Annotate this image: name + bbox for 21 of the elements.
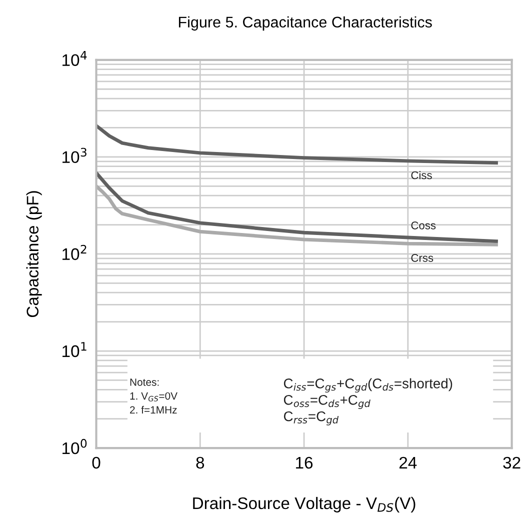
- x-axis-title: Drain-Source Voltage - V$_{DS}$(V): [193, 496, 416, 512]
- x-tick-label: 0: [92, 456, 100, 469]
- chart-title: Figure 5. Capacitance Characteristics: [178, 16, 432, 31]
- x-tick-label: 24: [399, 456, 417, 468]
- y-tick-label: 10$^{4}$: [62, 50, 87, 66]
- y-axis-title: Capacitance (pF): [26, 191, 42, 318]
- y-tick-label: 10$^{3}$: [62, 148, 86, 164]
- line-series: [96, 124, 498, 165]
- y-tick-label: 10$^{2}$: [62, 244, 86, 260]
- series-label: Ciss: [411, 171, 432, 180]
- x-tick-label: 32: [503, 456, 520, 469]
- annotation: Notes: 1. V$_{GS}$=0V 2. f=1MHz: [130, 378, 178, 414]
- text: C$_{iss}$=C$_{gs}$+C$_{gd}$(C$_{ds}$=shorted) C$_{oss}$=C$_{ds}$+C$_{gd}$ C$_{rss}$=C$_{gd}$: [284, 378, 452, 426]
- x-tick-label: 16: [296, 456, 313, 469]
- series-label: Coss: [411, 221, 436, 230]
- series-label: Crss: [411, 254, 434, 262]
- y-tick-label: 10$^{1}$: [62, 342, 86, 358]
- x-tick-label: 8: [196, 456, 204, 469]
- line-series: [96, 184, 498, 246]
- line-series: [96, 171, 498, 244]
- y-tick-label: 10$^{0}$: [62, 438, 87, 454]
